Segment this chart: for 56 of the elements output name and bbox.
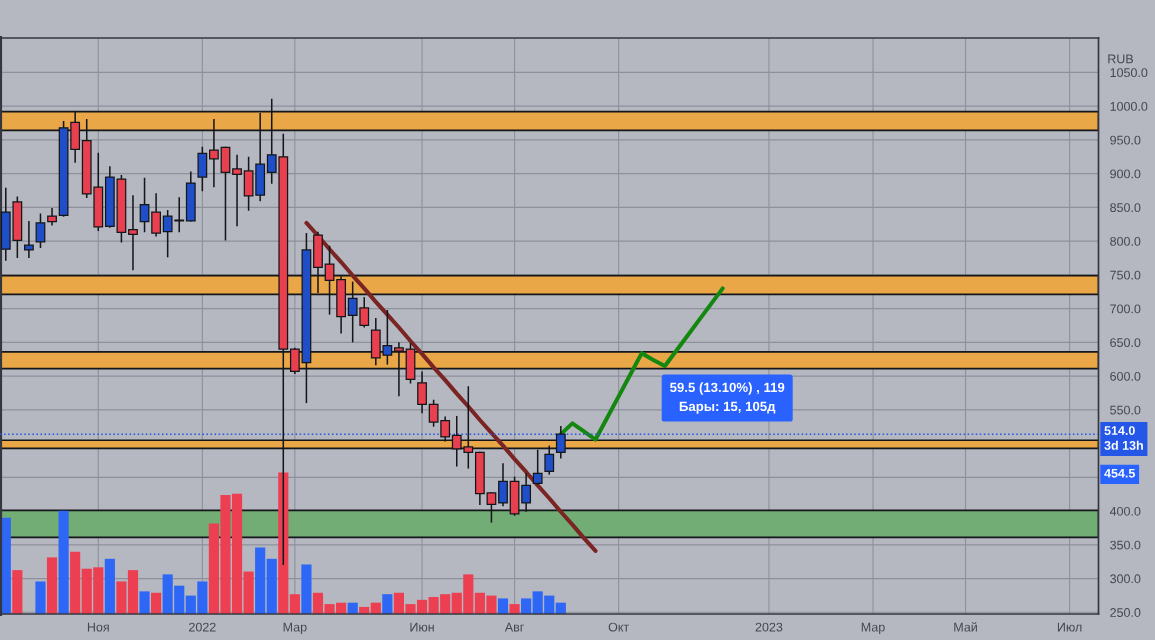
bar xyxy=(104,558,115,614)
bar xyxy=(243,571,254,614)
annotation: 454.5 xyxy=(1104,468,1135,478)
x-tick-label: Май xyxy=(954,622,977,632)
annotation: 59.5 (13.10%) , 119 Бары: 15, 105д xyxy=(670,382,785,414)
bar xyxy=(12,570,23,614)
x-tick-label: Ноя xyxy=(87,622,109,632)
y-tick-label: 1000.0 xyxy=(1110,101,1148,111)
y-tick-label: 750.0 xyxy=(1110,270,1141,280)
y-tick-label: 550.0 xyxy=(1110,405,1141,415)
x-tick-label: Авг xyxy=(504,622,524,632)
x-tick-label: Мар xyxy=(283,622,307,634)
y-tick-label: 700.0 xyxy=(1110,304,1141,314)
candlestick xyxy=(151,192,162,238)
candlestick xyxy=(498,462,508,508)
bar xyxy=(382,594,393,614)
bar xyxy=(151,592,162,614)
bar xyxy=(139,591,150,614)
y-tick-label: 800.0 xyxy=(1110,236,1141,246)
bar xyxy=(255,547,266,614)
bar xyxy=(46,557,58,614)
bar xyxy=(266,558,277,614)
y-axis-title: RUB xyxy=(1108,54,1134,64)
y-tick-label: 900.0 xyxy=(1110,169,1141,179)
bar xyxy=(509,604,520,614)
x-tick-label: Окт xyxy=(608,622,629,632)
candlestick xyxy=(139,176,150,234)
bar xyxy=(278,472,289,614)
bar xyxy=(521,598,532,614)
x-tick-label: Мар xyxy=(861,622,885,634)
bar xyxy=(35,581,46,614)
y-tick-label: 850.0 xyxy=(1110,203,1141,213)
bar xyxy=(58,510,69,614)
candlestick xyxy=(128,194,138,271)
bar xyxy=(497,598,509,614)
x-tick-label: 2022 xyxy=(189,622,216,632)
y-tick-label: 250.0 xyxy=(1110,608,1141,617)
x-tick-label: Июн xyxy=(410,622,434,632)
y-tick-label: 350.0 xyxy=(1110,540,1141,550)
line-series xyxy=(304,220,598,553)
y-tick-label: 300.0 xyxy=(1110,574,1141,584)
x-tick-label: 2023 xyxy=(755,622,783,632)
bar xyxy=(289,594,300,614)
y-tick-label: 600.0 xyxy=(1110,371,1141,381)
y-tick-label: 1050.0 xyxy=(1110,68,1148,78)
y-tick-label: 400.0 xyxy=(1109,506,1141,516)
candlestick xyxy=(24,220,34,259)
candlestick xyxy=(197,145,208,192)
bar xyxy=(70,551,81,614)
x-tick-label: Июл xyxy=(1057,622,1082,632)
ref-line-label: 514.0 3d 13h xyxy=(1104,426,1143,450)
candlestick xyxy=(232,153,242,228)
y-tick-label: 950.0 xyxy=(1110,135,1141,145)
y-tick-label: 650.0 xyxy=(1110,338,1141,348)
candlestick xyxy=(35,212,46,249)
bar xyxy=(301,564,312,614)
